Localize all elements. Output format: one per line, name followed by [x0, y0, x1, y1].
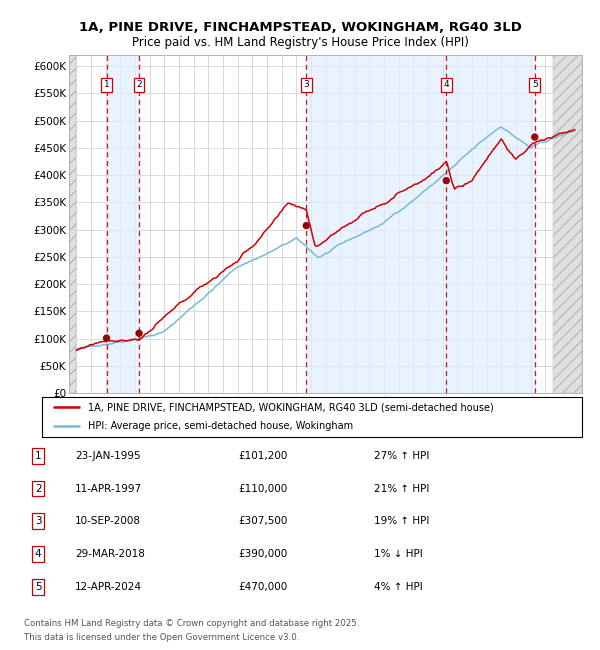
- Text: 10-SEP-2008: 10-SEP-2008: [75, 516, 141, 526]
- Text: HPI: Average price, semi-detached house, Wokingham: HPI: Average price, semi-detached house,…: [88, 421, 353, 431]
- Text: 5: 5: [532, 81, 538, 90]
- Text: 23-JAN-1995: 23-JAN-1995: [75, 451, 140, 461]
- Text: £101,200: £101,200: [238, 451, 287, 461]
- Text: 1A, PINE DRIVE, FINCHAMPSTEAD, WOKINGHAM, RG40 3LD: 1A, PINE DRIVE, FINCHAMPSTEAD, WOKINGHAM…: [79, 21, 521, 34]
- Point: [530, 132, 539, 142]
- Text: 3: 3: [304, 81, 309, 90]
- Bar: [446, 55, 535, 393]
- Text: 1A, PINE DRIVE, FINCHAMPSTEAD, WOKINGHAM, RG40 3LD (semi-detached house): 1A, PINE DRIVE, FINCHAMPSTEAD, WOKINGHAM…: [88, 402, 494, 412]
- Text: This data is licensed under the Open Government Licence v3.0.: This data is licensed under the Open Gov…: [24, 633, 299, 642]
- Text: 1: 1: [104, 81, 109, 90]
- Text: 2: 2: [35, 484, 41, 493]
- Text: £307,500: £307,500: [238, 516, 287, 526]
- Text: 27% ↑ HPI: 27% ↑ HPI: [374, 451, 429, 461]
- FancyBboxPatch shape: [42, 396, 582, 437]
- Text: 1% ↓ HPI: 1% ↓ HPI: [374, 549, 422, 559]
- Bar: [69, 55, 76, 393]
- Bar: [306, 55, 446, 393]
- Text: 1: 1: [35, 451, 41, 461]
- Text: £390,000: £390,000: [238, 549, 287, 559]
- Text: 3: 3: [35, 516, 41, 526]
- Text: 12-APR-2024: 12-APR-2024: [75, 582, 142, 592]
- Text: 4% ↑ HPI: 4% ↑ HPI: [374, 582, 422, 592]
- Text: 21% ↑ HPI: 21% ↑ HPI: [374, 484, 429, 493]
- Point: [442, 176, 451, 186]
- Text: £470,000: £470,000: [238, 582, 287, 592]
- Text: 4: 4: [35, 549, 41, 559]
- Text: Price paid vs. HM Land Registry's House Price Index (HPI): Price paid vs. HM Land Registry's House …: [131, 36, 469, 49]
- Text: 11-APR-1997: 11-APR-1997: [75, 484, 142, 493]
- Text: 4: 4: [443, 81, 449, 90]
- Text: Contains HM Land Registry data © Crown copyright and database right 2025.: Contains HM Land Registry data © Crown c…: [24, 619, 359, 628]
- Text: £110,000: £110,000: [238, 484, 287, 493]
- Text: 19% ↑ HPI: 19% ↑ HPI: [374, 516, 429, 526]
- Bar: [107, 55, 139, 393]
- Bar: [553, 55, 582, 393]
- Point: [102, 333, 112, 343]
- Point: [134, 328, 144, 339]
- Text: 29-MAR-2018: 29-MAR-2018: [75, 549, 145, 559]
- Point: [301, 220, 311, 231]
- Text: 2: 2: [136, 81, 142, 90]
- Text: 5: 5: [35, 582, 41, 592]
